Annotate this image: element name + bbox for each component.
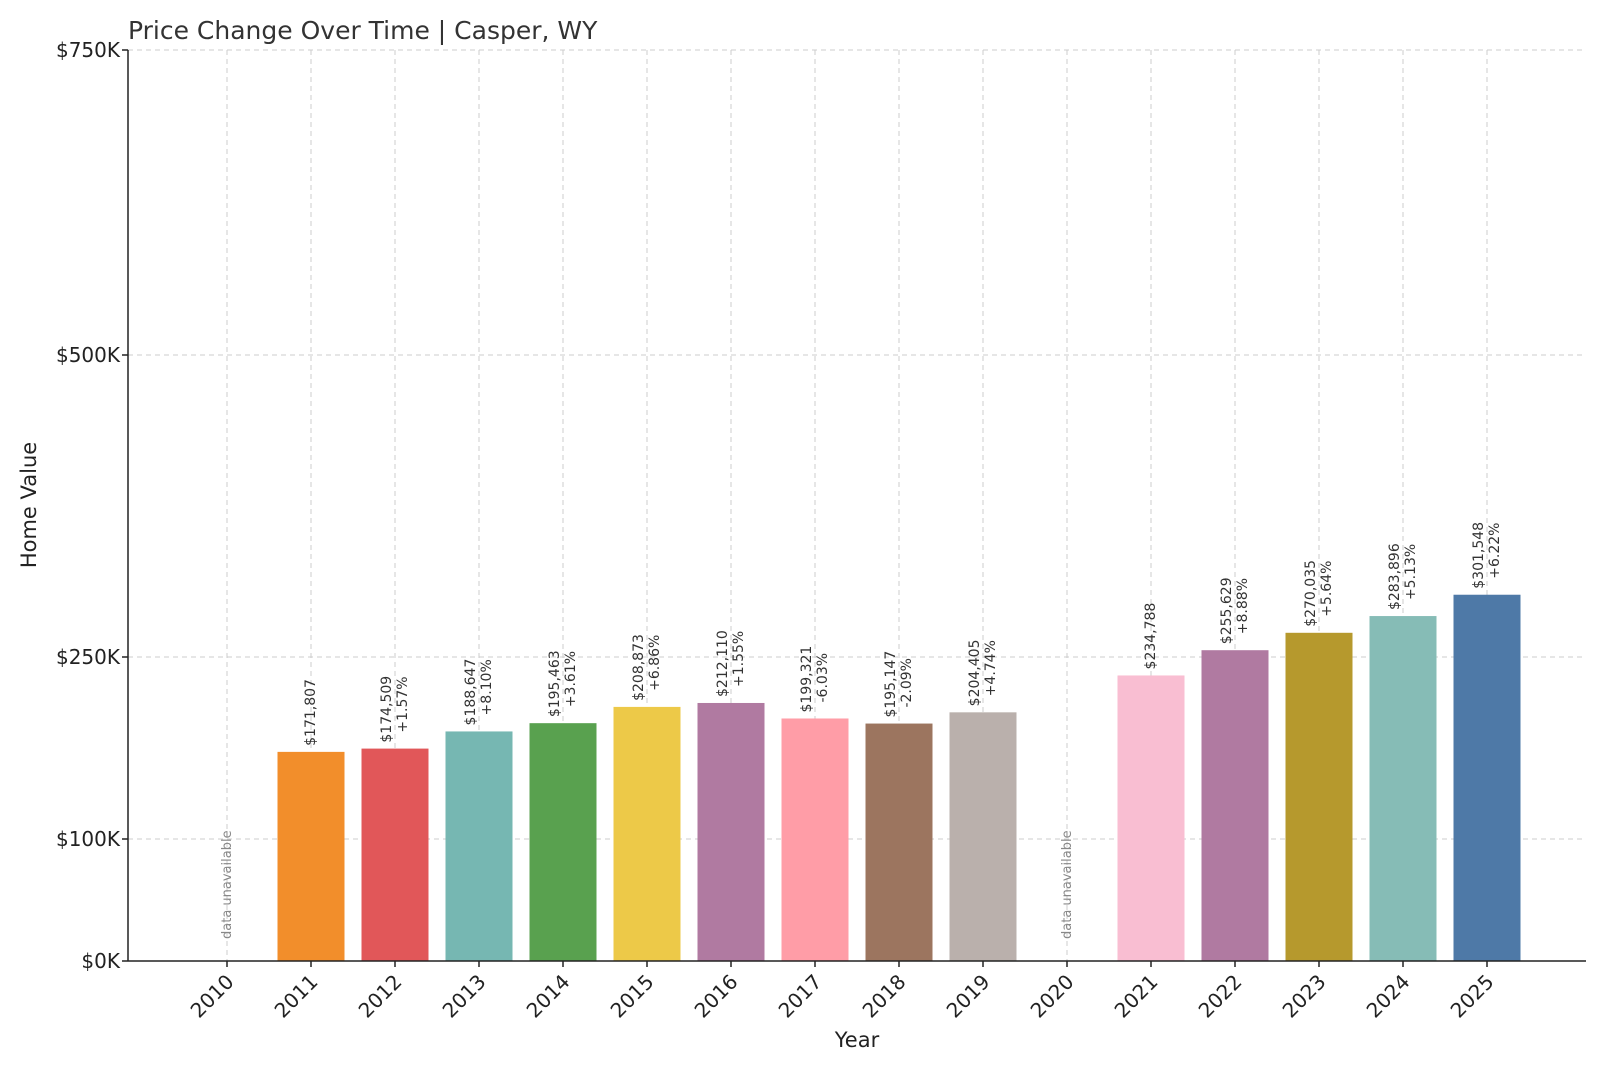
x-axis-title: Year [834,1028,880,1052]
bar [613,706,681,961]
bar [1453,594,1521,961]
bar-change-label: +8.88% [1235,578,1251,634]
y-axis-title: Home Value [17,442,41,568]
bar-value-label: $212,110 [715,630,731,697]
x-tick-label: 2017 [774,970,827,1023]
bar [361,748,429,961]
bar-value-label: $195,463 [547,650,563,717]
y-tick-label: $250K [56,645,121,669]
bar [949,712,1017,961]
x-tick-label: 2021 [1110,970,1163,1023]
bar-change-label: +1.55% [731,631,747,687]
bar [865,723,933,961]
x-tick-label: 2016 [690,970,743,1023]
bar [445,731,513,961]
bar-value-label: $270,035 [1303,560,1319,627]
bar [277,751,345,961]
x-tick-label: 2015 [606,970,659,1023]
bar-change-label: +5.64% [1319,561,1335,617]
bar-value-label: $255,629 [1219,577,1235,644]
x-tick-label: 2019 [942,970,995,1023]
bar [1117,675,1185,961]
x-tick-label: 2010 [186,970,239,1023]
bar [529,723,597,961]
bar-change-label: +6.22% [1487,523,1503,579]
bar-change-label: +1.57% [395,676,411,732]
bar-value-label: $283,896 [1387,543,1403,610]
bar-value-label: $199,321 [799,646,815,713]
bar [1201,650,1269,961]
bar [697,702,765,961]
x-tick-label: 2020 [1026,970,1079,1023]
bar [781,718,849,961]
bar-change-label: +4.74% [983,640,999,696]
x-tick-labels: 2010 2011 2012 2013 2014 2015 2016 2017 2018 2019… [186,961,1499,1023]
chart-title: Price Change Over Time | Casper, WY [128,16,598,45]
bar-change-label: +5.13% [1403,544,1419,600]
bar-value-label: $204,405 [967,640,983,707]
x-tick-label: 2012 [354,970,407,1023]
bar-change-label: +3.61% [563,651,579,707]
bar-change-label: -6.03% [815,653,831,703]
x-tick-label: 2023 [1278,970,1331,1023]
x-tick-label: 2018 [858,970,911,1023]
y-tick-label: $750K [56,38,121,62]
data-unavailable-label: data unavailable [1060,830,1075,939]
bar-value-label: $208,873 [631,634,647,701]
x-tick-label: 2011 [270,970,323,1023]
data-unavailable-label: data unavailable [220,830,235,939]
bars [277,594,1521,961]
y-tick-label: $100K [56,827,121,851]
bar-change-label: +6.86% [647,635,663,691]
bar-value-label: $171,807 [303,679,319,746]
y-tick-label: $0K [81,949,120,973]
bar-change-label: -2.09% [899,658,915,708]
x-tick-label: 2014 [522,970,575,1023]
bar-change-label: +8.10% [479,659,495,715]
bar [1369,616,1437,961]
y-tick-label: $500K [56,343,121,367]
x-tick-label: 2025 [1446,970,1499,1023]
x-tick-label: 2013 [438,970,491,1023]
axes [127,50,1586,962]
grid-lines [128,49,1586,962]
x-tick-label: 2022 [1194,970,1247,1023]
bar-value-label: $188,647 [463,659,479,726]
x-tick-label: 2024 [1362,970,1415,1023]
bar [1285,632,1353,961]
bar-value-label: $301,548 [1471,522,1487,589]
bar-value-label: $174,509 [379,676,395,743]
y-tick-labels: $0K $100K $250K $500K $750K [56,38,128,973]
bar-labels: data unavailable $171,807 $174,509 +1.57% $1… [220,522,1503,939]
bar-value-label: $195,147 [883,651,899,718]
bar-value-label: $234,788 [1143,603,1159,670]
